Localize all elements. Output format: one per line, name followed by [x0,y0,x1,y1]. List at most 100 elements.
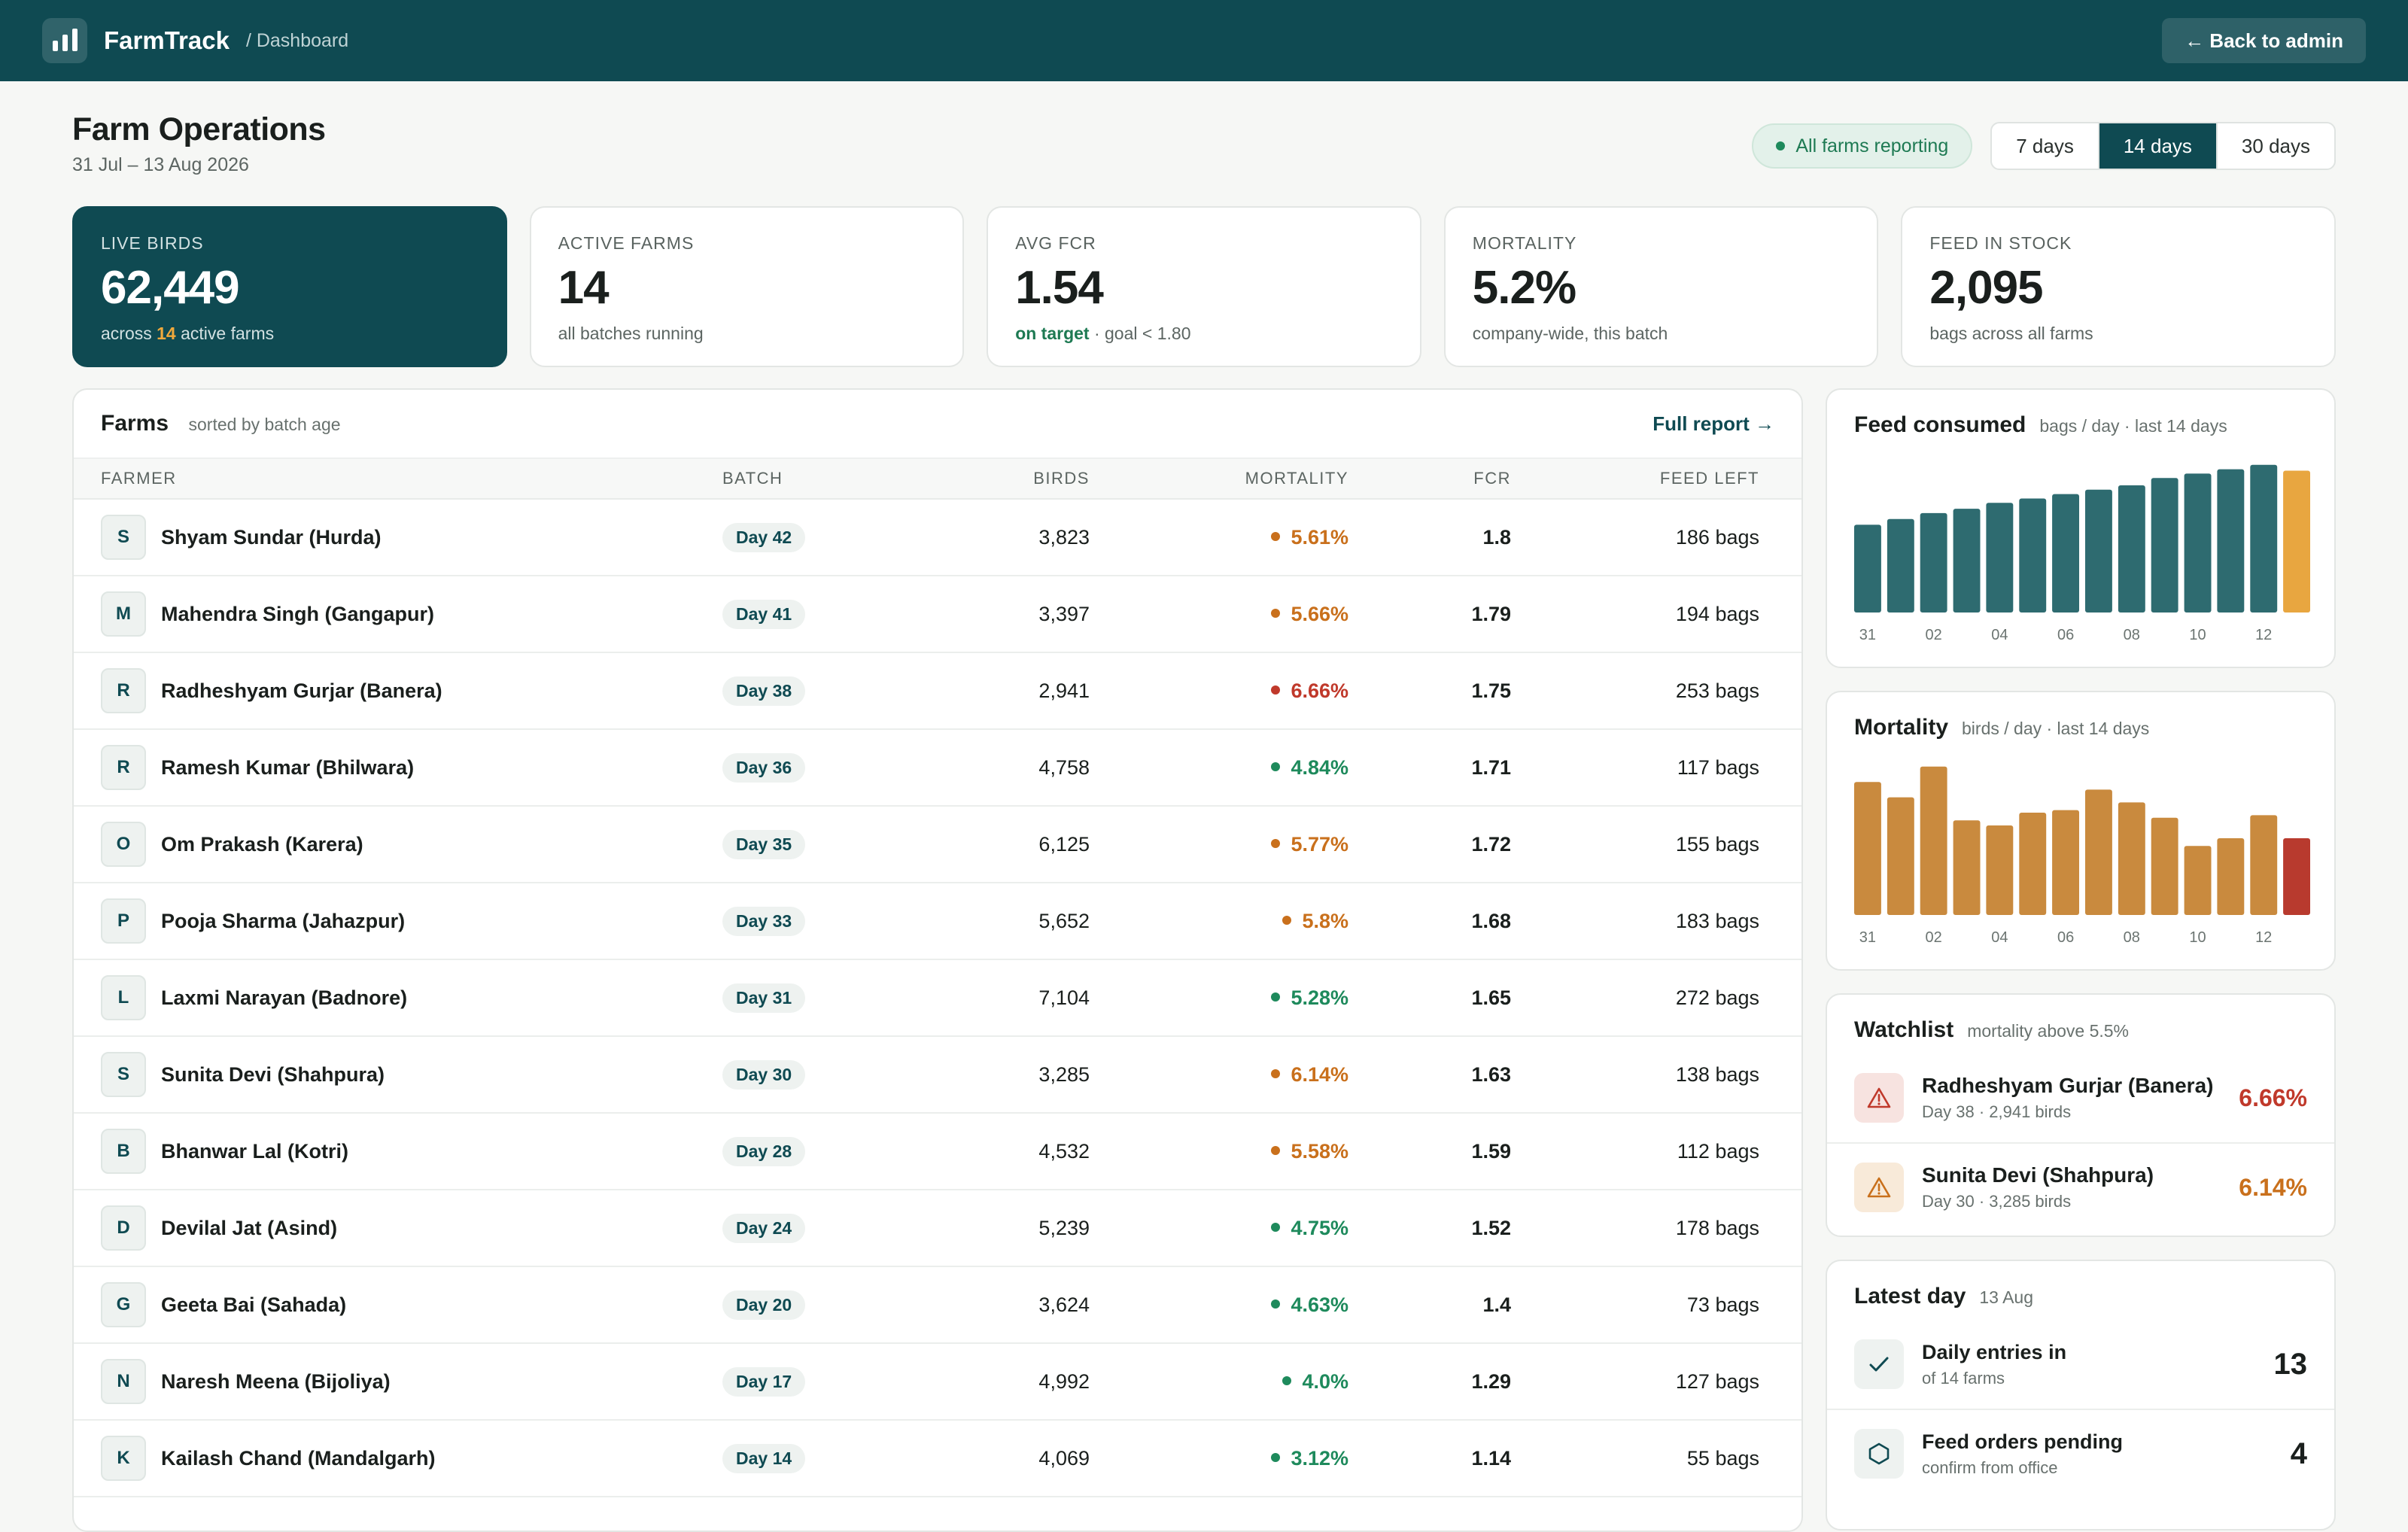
kpi-note: company-wide, this batch [1472,324,1668,343]
table-row[interactable]: K Kailash Chand (Mandalgarh) Day 14 4,069 3.… [74,1421,1801,1497]
table-row[interactable]: G Geeta Bai (Sahada) Day 20 3,624 4.63% 1.4 73… [74,1267,1801,1344]
mortality-cell: 5.58% [1090,1140,1348,1163]
feed-orders-item[interactable]: Feed orders pending confirm from office … [1827,1409,2334,1497]
range-option-30-days[interactable]: 30 days [2241,134,2310,157]
table-row[interactable]: N Naresh Meena (Bijoliya) Day 17 4,992 4.0% 1… [74,1344,1801,1421]
table-row[interactable]: S Sunita Devi (Shahpura) Day 30 3,285 6.14% 1… [74,1037,1801,1114]
farmer-cell: D Devilal Jat (Asind) [101,1205,722,1251]
column-header-farmer[interactable]: Farmer [101,469,177,488]
batch-cell: Day 14 [722,1443,918,1473]
status-dot-icon [1271,1146,1281,1156]
feed-left: 178 bags [1675,1216,1759,1239]
farmer-name[interactable]: Bhanwar Lal (Kotri) [161,1139,349,1163]
farmer-cell: R Ramesh Kumar (Bhilwara) [101,745,722,790]
farmer-name[interactable]: Geeta Bai (Sahada) [161,1293,347,1316]
mortality-rate: 5.66% [1291,602,1348,625]
farmer-cell: O Om Prakash (Karera) [101,822,722,867]
fcr-value: 1.4 [1482,1293,1511,1316]
fcr-value: 1.75 [1471,679,1511,702]
farmer-name[interactable]: Devilal Jat (Asind) [161,1216,338,1239]
item-sub: of 14 farms [1922,1368,2005,1388]
back-to-admin-button[interactable]: ← Back to admin [2162,18,2366,63]
kpi-value: 5.2% [1472,262,1576,314]
table-row[interactable]: M Mahendra Singh (Gangapur) Day 41 3,397 5.6… [74,576,1801,653]
status-dot-icon [1271,762,1281,772]
watchlist-meta: mortality above 5.5% [1967,1021,2130,1041]
x-tick-label: 04 [1991,929,2008,946]
column-header-feed-left[interactable]: Feed left [1659,469,1759,488]
column-header-birds[interactable]: Birds [1033,469,1090,488]
mortality-rate: 5.28% [1291,986,1348,1009]
table-row[interactable]: R Radheshyam Gurjar (Banera) Day 38 2,941 6.… [74,653,1801,730]
farmer-name[interactable]: Om Prakash (Karera) [161,832,363,856]
mortality-chart: 31 02 04 06 08 10 12 [1854,766,2310,946]
birds-count: 3,823 [1038,525,1090,549]
watchlist-item[interactable]: Sunita Devi (Shahpura) Day 30 · 3,285 bi… [1827,1142,2334,1231]
batch-badge: Day 30 [722,1059,806,1090]
range-option-14-days[interactable]: 14 days [2099,123,2218,169]
item-label: Daily entries in [1922,1340,2067,1363]
x-tick-label: 02 [1925,929,1941,946]
table-row[interactable]: L Laxmi Narayan (Badnore) Day 31 7,104 5.28%… [74,960,1801,1037]
status-dot-icon [1271,1453,1281,1463]
table-row[interactable]: S Shyam Sundar (Hurda) Day 42 3,823 5.61% 1.8… [74,500,1801,576]
table-row[interactable]: D Devilal Jat (Asind) Day 24 5,239 4.75% 1.52… [74,1190,1801,1267]
feed-left: 55 bags [1686,1446,1759,1470]
mortality-rate: 5.8% [1302,909,1348,932]
range-option-7-days[interactable]: 7 days [1992,123,2099,169]
daily-entries-item[interactable]: Daily entries in of 14 farms 13 [1827,1320,2334,1409]
chart-title: Feed consumed [1854,412,2026,437]
farmer-name[interactable]: Kailash Chand (Mandalgarh) [161,1446,436,1470]
watchlist-details: Day 38 · 2,941 birds [1922,1102,2072,1121]
kpi-note-count: 14 [157,324,176,343]
farmer-cell: B Bhanwar Lal (Kotri) [101,1129,722,1174]
farmer-name[interactable]: Sunita Devi (Shahpura) [161,1062,385,1086]
watchlist-item[interactable]: Radheshyam Gurjar (Banera) Day 38 · 2,94… [1827,1053,2334,1142]
mortality-cell: 5.28% [1090,986,1348,1010]
kpi-value: 2,095 [1929,262,2043,314]
kpi-note: across 14 active farms [101,324,479,344]
fcr-value: 1.59 [1471,1139,1511,1163]
kpi-note-suffix: active farms [181,324,275,343]
batch-badge: Day 17 [722,1366,806,1397]
column-header-batch[interactable]: Batch [722,469,783,488]
chart-bar [1854,782,1881,915]
table-row[interactable]: R Ramesh Kumar (Bhilwara) Day 36 4,758 4.84%… [74,730,1801,807]
table-row[interactable]: B Bhanwar Lal (Kotri) Day 28 4,532 5.58% 1.59… [74,1114,1801,1190]
farmer-name[interactable]: Pooja Sharma (Jahazpur) [161,909,406,932]
kpi-label: Feed in stock [1929,233,2072,253]
farmer-name[interactable]: Mahendra Singh (Gangapur) [161,602,435,625]
mortality-rate: 4.84% [1291,755,1348,779]
batch-badge: Day 35 [722,829,806,859]
batch-badge: Day 38 [722,676,806,706]
chart-bar [2250,815,2278,915]
range-selector: 7 days 14 days 30 days [1990,122,2336,170]
x-tick-label: 12 [2255,627,2272,643]
fcr-value: 1.65 [1471,986,1511,1009]
batch-cell: Day 38 [722,676,918,706]
mortality-cell: 5.61% [1090,526,1348,549]
farmer-name[interactable]: Naresh Meena (Bijoliya) [161,1369,391,1393]
feed-left: 272 bags [1675,986,1759,1009]
farmer-name[interactable]: Shyam Sundar (Hurda) [161,525,382,549]
table-row[interactable]: P Pooja Sharma (Jahazpur) Day 33 5,652 5.8% 1… [74,883,1801,960]
farmer-name[interactable]: Radheshyam Gurjar (Banera) [161,679,442,702]
full-report-link[interactable]: Full report → [1652,412,1774,435]
table-row[interactable]: O Om Prakash (Karera) Day 35 6,125 5.77% 1.72… [74,807,1801,883]
column-header-fcr[interactable]: FCR [1473,469,1511,488]
farmer-name[interactable]: Laxmi Narayan (Badnore) [161,986,408,1009]
x-tick-label: 31 [1859,627,1876,643]
watchlist-farmer: Sunita Devi (Shahpura) [1922,1163,2154,1187]
chart-bar [1920,766,1947,915]
chart-bar [2118,802,2145,915]
mortality-cell: 4.63% [1090,1293,1348,1317]
farmer-name[interactable]: Ramesh Kumar (Bhilwara) [161,755,415,779]
column-header-mortality[interactable]: Mortality [1245,469,1348,488]
mortality-cell: 3.12% [1090,1447,1348,1470]
chart-bar [2052,810,2079,915]
brand[interactable]: FarmTrack / Dashboard [42,18,348,63]
batch-badge: Day 36 [722,752,806,783]
feed-left: 183 bags [1675,909,1759,932]
farms-sort-note: sorted by batch age [188,415,341,434]
farmer-cell: P Pooja Sharma (Jahazpur) [101,898,722,944]
